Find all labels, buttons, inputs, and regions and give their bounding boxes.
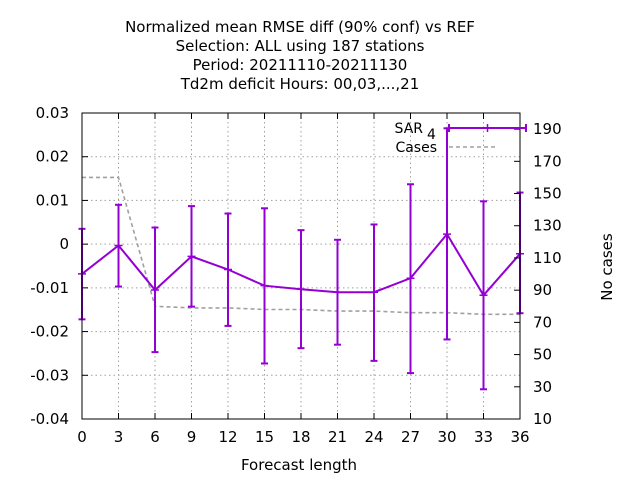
y2-tick-label: 190 <box>533 120 562 138</box>
x-tick-label: 24 <box>364 428 383 446</box>
sar-point <box>333 288 342 297</box>
title-line-1: Normalized mean RMSE diff (90% conf) vs … <box>125 18 475 36</box>
y-tick-label: -0.03 <box>30 366 69 384</box>
y2-tick-label: 10 <box>533 410 552 428</box>
chart-title: Normalized mean RMSE diff (90% conf) vs … <box>125 18 475 93</box>
legend-cases-label: Cases <box>395 140 437 156</box>
x-tick-label: 18 <box>291 428 310 446</box>
sar-point <box>187 252 196 261</box>
title-line-4: Td2m deficit Hours: 00,03,...,21 <box>180 75 420 93</box>
legend-sar-label: SAR <box>395 121 424 137</box>
sar-point <box>406 274 415 283</box>
axes: 0 3 6 9 12 15 18 21 24 27 30 33 36-0.04-0.03-0.02-0.… <box>30 104 561 446</box>
sar-point <box>479 291 488 300</box>
x-tick-label: 36 <box>510 428 529 446</box>
legend: SAR 4 Cases <box>395 121 527 156</box>
y-tick-label: 0.02 <box>36 148 69 166</box>
y2-tick-label: 110 <box>533 249 562 267</box>
x-tick-label: 21 <box>328 428 347 446</box>
y2-tick-label: 150 <box>533 185 562 203</box>
y-tick-label: 0.01 <box>36 191 69 209</box>
sar-point <box>297 285 305 294</box>
title-line-3: Period: 20211110-20211130 <box>193 56 408 74</box>
title-line-2: Selection: ALL using 187 stations <box>176 37 425 55</box>
y2-tick-label: 70 <box>533 313 552 331</box>
y-tick-label: -0.01 <box>30 279 69 297</box>
y2-tick-label: 170 <box>533 152 562 170</box>
legend-sar-marker <box>483 124 492 132</box>
y-tick-label: -0.02 <box>30 323 69 341</box>
y2-tick-label: 50 <box>533 346 552 364</box>
y2-tick-label: 30 <box>533 378 552 396</box>
x-tick-label: 15 <box>255 428 274 446</box>
x-axis-label: Forecast length <box>241 456 357 474</box>
sar-point <box>260 281 269 290</box>
legend-sar-line <box>448 124 527 132</box>
x-tick-label: 27 <box>401 428 420 446</box>
sar-point <box>370 288 378 297</box>
y2-axis-label: No cases <box>598 233 616 301</box>
x-tick-label: 30 <box>437 428 456 446</box>
sar-point <box>443 230 451 239</box>
x-tick-label: 0 <box>77 428 87 446</box>
y-tick-label: 0 <box>59 235 69 253</box>
x-tick-label: 9 <box>187 428 197 446</box>
x-tick-label: 6 <box>150 428 160 446</box>
y-tick-label: -0.04 <box>30 410 69 428</box>
x-tick-label: 12 <box>218 428 237 446</box>
y2-tick-label: 90 <box>533 281 552 299</box>
sar-point <box>151 286 159 295</box>
x-tick-label: 33 <box>474 428 493 446</box>
sar-point <box>114 241 123 250</box>
sar-point <box>224 265 232 274</box>
legend-sar-subscript: 4 <box>427 127 436 143</box>
y-tick-label: 0.03 <box>36 104 69 122</box>
x-tick-label: 3 <box>114 428 124 446</box>
y2-tick-label: 130 <box>533 217 562 235</box>
